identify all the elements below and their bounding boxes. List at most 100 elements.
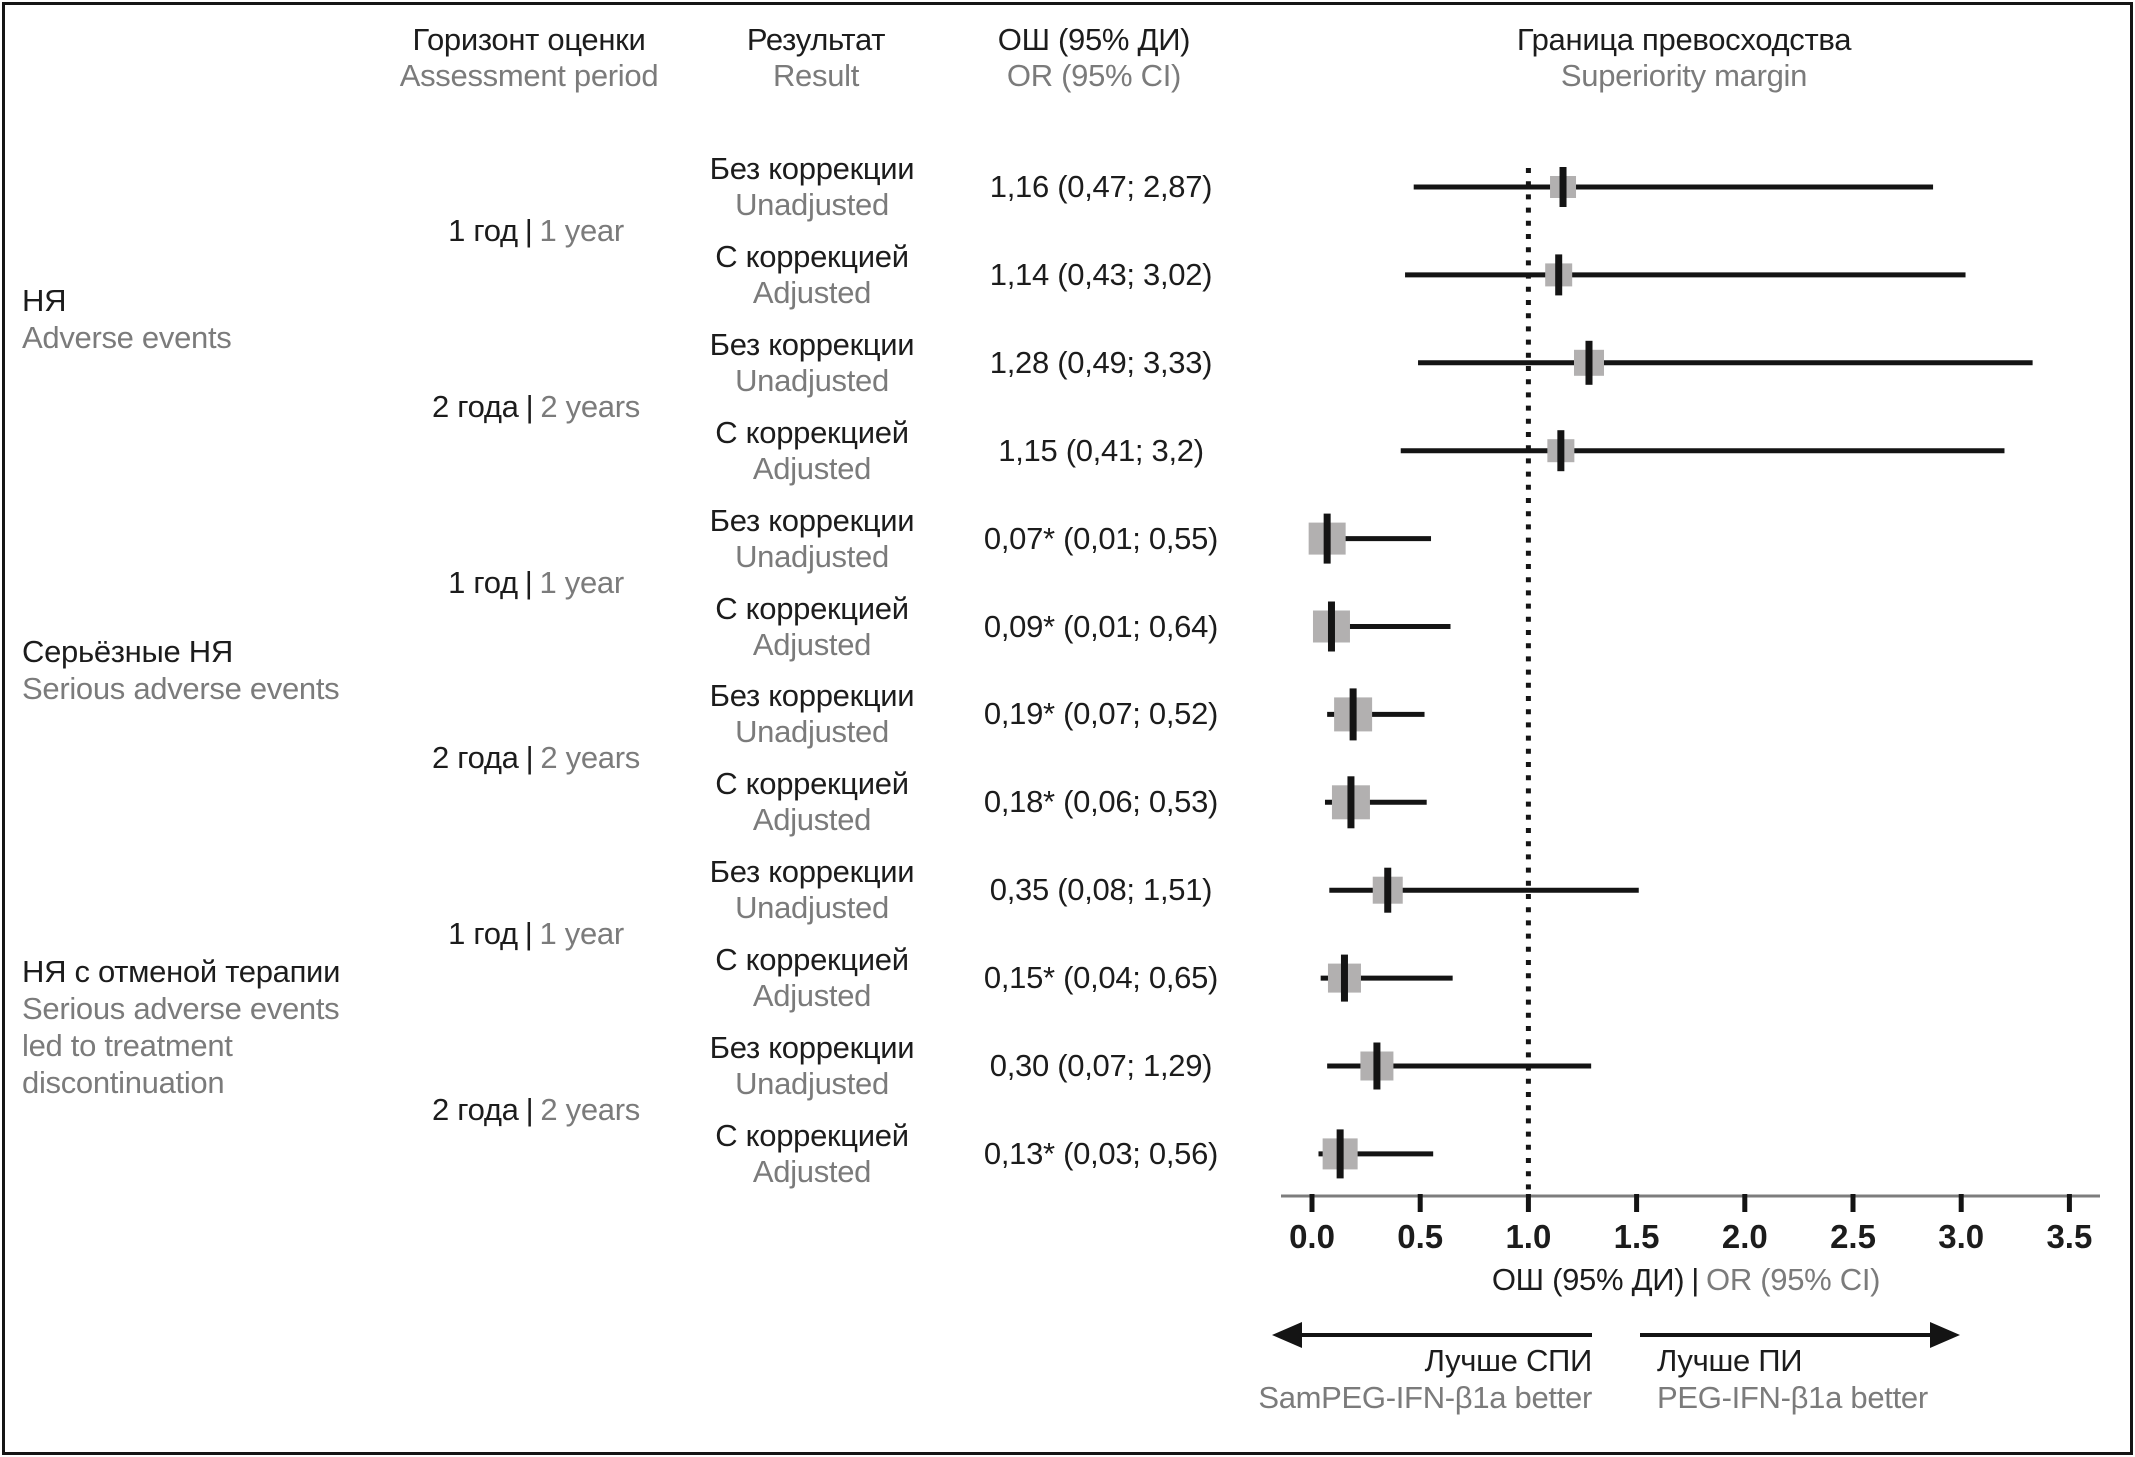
- group-label-ru: Серьёзные НЯ: [22, 634, 233, 670]
- legend-right-en: PEG-IFN-β1a better: [1657, 1380, 1928, 1415]
- x-axis-label-separator: |: [1691, 1262, 1700, 1297]
- header-or-en: OR (95% CI): [1006, 58, 1182, 93]
- result-label: С коррекцией Adjusted: [715, 591, 909, 663]
- header-superiority-margin-ru: Граница превосходства: [1516, 22, 1852, 57]
- x-axis-label-ru: ОШ (95% ДИ): [1491, 1262, 1685, 1297]
- legend-right-better: Лучше ПИ PEG-IFN-β1a better: [1657, 1342, 1928, 1416]
- x-tick-label: 3.5: [2046, 1218, 2092, 1255]
- period-label-separator: |: [524, 564, 533, 600]
- x-tick-label: 1.5: [1614, 1218, 1660, 1255]
- or-value: 0,07* (0,01; 0,55): [983, 520, 1219, 556]
- result-label-ru: Без коррекции: [709, 1030, 915, 1065]
- result-label-ru: С коррекцией: [715, 766, 909, 802]
- legend-left-ru: Лучше СПИ: [1424, 1343, 1593, 1378]
- or-marker-center-bar: [1557, 430, 1565, 472]
- x-tick-label: 2.5: [1830, 1218, 1876, 1255]
- result-label-ru: С коррекцией: [715, 1117, 909, 1153]
- or-marker-center-bar: [1559, 167, 1567, 207]
- period-label-en: 1 year: [539, 564, 625, 600]
- group-label-en-line: Serious adverse events: [22, 671, 340, 707]
- or-marker-center-bar: [1327, 601, 1335, 652]
- period-label: 2 года | 2 years: [432, 1092, 640, 1128]
- result-label: Без коррекции Unadjusted: [710, 151, 915, 223]
- result-label: С коррекцией Adjusted: [715, 766, 909, 838]
- or-value: 0,19* (0,07; 0,52): [983, 696, 1219, 732]
- or-marker-center-bar: [1323, 513, 1331, 564]
- period-label-en: 2 years: [540, 388, 640, 424]
- period-label-en: 2 years: [540, 740, 640, 776]
- or-marker-center-bar: [1585, 340, 1593, 385]
- result-label-ru: Без коррекции: [709, 854, 915, 890]
- result-label-ru: Без коррекции: [709, 502, 915, 538]
- period-label-en: 1 year: [539, 916, 625, 952]
- result-label-en: Adjusted: [752, 626, 872, 662]
- or-value: 1,16 (0,47; 2,87): [989, 169, 1213, 204]
- group-label-en-line: Serious adverse events: [22, 991, 340, 1027]
- legend-right-ru: Лучше ПИ: [1657, 1343, 1803, 1378]
- header-result: Результат Result: [746, 22, 886, 94]
- x-tick-label: 2.0: [1722, 1218, 1768, 1255]
- result-label-en: Adjusted: [752, 450, 872, 486]
- period-label-ru: 2 года: [432, 388, 519, 424]
- x-tick-label: 0.5: [1397, 1218, 1443, 1255]
- period-label: 2 года | 2 years: [432, 389, 640, 425]
- result-label: С коррекцией Adjusted: [715, 942, 909, 1014]
- result-label: Без коррекции Unadjusted: [710, 1030, 915, 1102]
- result-label-en: Unadjusted: [735, 714, 889, 750]
- result-label-en: Adjusted: [752, 978, 872, 1014]
- header-result-ru: Результат: [746, 22, 886, 57]
- result-label: С коррекцией Adjusted: [715, 1117, 909, 1190]
- result-label-en: Unadjusted: [735, 890, 889, 926]
- header-or: ОШ (95% ДИ) OR (95% CI): [997, 22, 1191, 94]
- x-axis-label: ОШ (95% ДИ) | OR (95% CI): [1491, 1262, 1881, 1298]
- or-marker-center-bar: [1555, 254, 1563, 296]
- or-marker-center-bar: [1340, 954, 1348, 1002]
- result-label-ru: С коррекцией: [715, 942, 909, 978]
- period-label-ru: 1 год: [448, 212, 518, 248]
- result-label-en: Adjusted: [752, 274, 872, 310]
- result-label: Без коррекции Unadjusted: [710, 503, 915, 575]
- or-value: 0,30 (0,07; 1,29): [989, 1048, 1213, 1083]
- or-marker-center-bar: [1349, 688, 1357, 741]
- period-label-separator: |: [524, 212, 533, 248]
- x-tick-label: 1.0: [1505, 1218, 1551, 1255]
- or-value: 0,35 (0,08; 1,51): [989, 872, 1213, 908]
- result-label-ru: Без коррекции: [709, 678, 915, 714]
- period-label: 1 год | 1 year: [448, 213, 624, 249]
- period-label-ru: 1 год: [448, 916, 518, 952]
- or-value: 1,14 (0,43; 3,02): [989, 256, 1213, 292]
- period-label-ru: 2 года: [432, 1091, 519, 1127]
- legend-left-en: SamPEG-IFN-β1a better: [1258, 1380, 1592, 1415]
- period-label: 1 год | 1 year: [448, 916, 624, 952]
- or-value: 0,18* (0,06; 0,53): [983, 784, 1219, 820]
- group-label-en-line: discontinuation: [22, 1065, 225, 1101]
- period-label-ru: 2 года: [432, 740, 519, 776]
- header-result-en: Result: [772, 58, 860, 93]
- header-or-ru: ОШ (95% ДИ): [997, 22, 1191, 57]
- result-label-en: Unadjusted: [735, 1066, 889, 1101]
- period-label-en: 2 years: [540, 1091, 640, 1127]
- result-label-ru: С коррекцией: [715, 414, 909, 450]
- result-label-en: Unadjusted: [735, 362, 889, 398]
- period-label: 2 года | 2 years: [432, 740, 640, 776]
- group-label-en-line: Adverse events: [22, 319, 232, 355]
- result-label: С коррекцией Adjusted: [715, 414, 909, 487]
- group-label: Серьёзные НЯ Serious adverse events: [22, 633, 340, 707]
- period-label-separator: |: [525, 740, 534, 776]
- header-superiority-margin: Граница превосходства Superiority margin: [1516, 22, 1852, 94]
- period-label-separator: |: [525, 1091, 534, 1127]
- header-superiority-margin-en: Superiority margin: [1560, 58, 1808, 93]
- or-value: 0,09* (0,01; 0,64): [983, 608, 1219, 644]
- arrow-left-head: [1272, 1322, 1302, 1348]
- group-label-en-line: led to treatment: [22, 1028, 233, 1064]
- period-label-separator: |: [525, 388, 534, 424]
- or-marker-center-bar: [1347, 776, 1355, 829]
- or-marker-center-bar: [1384, 867, 1392, 913]
- or-value: 0,13* (0,03; 0,56): [983, 1135, 1219, 1171]
- group-label: НЯ Adverse events: [22, 282, 232, 356]
- x-tick-label: 0.0: [1289, 1218, 1335, 1255]
- period-label-en: 1 year: [539, 212, 625, 248]
- period-label-ru: 1 год: [448, 564, 518, 600]
- result-label-en: Adjusted: [752, 802, 872, 838]
- result-label-ru: Без коррекции: [709, 151, 915, 186]
